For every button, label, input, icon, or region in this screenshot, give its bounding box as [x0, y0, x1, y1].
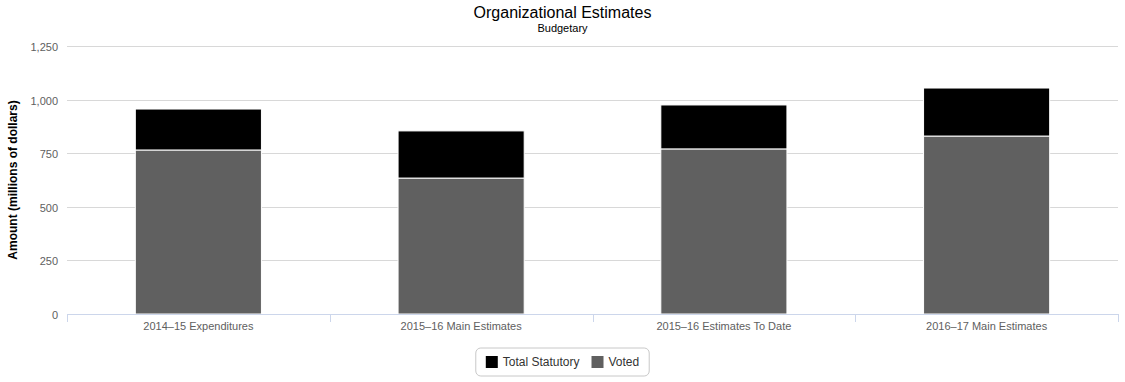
x-axis-tick: [593, 314, 594, 322]
legend-label: Total Statutory: [503, 355, 580, 369]
subtitle: Budgetary: [537, 22, 588, 34]
title: Organizational Estimates: [474, 4, 652, 21]
y-tick-label: 1,000: [30, 95, 58, 107]
legend-swatch: [486, 356, 498, 368]
grid-line: [67, 46, 1118, 47]
x-tick-label: 2016–17 Main Estimates: [926, 320, 1048, 332]
bar[interactable]: [398, 178, 524, 314]
bars: [135, 88, 1049, 314]
x-tick-label: 2014–15 Expenditures: [143, 320, 254, 332]
grid-line: [67, 314, 1118, 315]
bar[interactable]: [661, 105, 787, 149]
x-tick-label: 2015–16 Main Estimates: [401, 320, 523, 332]
y-axis-label: Amount (millions of dollars): [6, 100, 20, 259]
y-tick-label: 750: [40, 148, 58, 160]
bar[interactable]: [135, 150, 261, 314]
bar[interactable]: [398, 131, 524, 178]
legend-swatch: [592, 356, 604, 368]
y-tick-label: 500: [40, 202, 58, 214]
chart-svg: Organizational EstimatesBudgetary 0 250 500…: [0, 0, 1125, 382]
x-axis-tick: [67, 314, 68, 322]
x-axis-tick: [855, 314, 856, 322]
y-tick-label: 250: [40, 255, 58, 267]
legend-label: Voted: [609, 355, 640, 369]
legend: Total Statutory Voted: [476, 348, 649, 376]
legend-item[interactable]: Voted: [592, 355, 640, 369]
y-tick-label: 0: [52, 309, 58, 321]
bar[interactable]: [135, 109, 261, 150]
legend-item[interactable]: Total Statutory: [486, 355, 580, 369]
bar[interactable]: [924, 136, 1050, 314]
bar[interactable]: [924, 88, 1050, 136]
bar[interactable]: [661, 149, 787, 314]
y-tick-label: 1,250: [30, 41, 58, 53]
x-axis-line: [67, 314, 1118, 315]
chart-container: Organizational EstimatesBudgetary 0 250 500…: [0, 0, 1125, 382]
x-axis-tick: [330, 314, 331, 322]
x-axis-tick: [1118, 314, 1119, 322]
grid: [67, 47, 1118, 315]
x-tick-label: 2015–16 Estimates To Date: [656, 320, 791, 332]
legend-box: [476, 348, 649, 376]
